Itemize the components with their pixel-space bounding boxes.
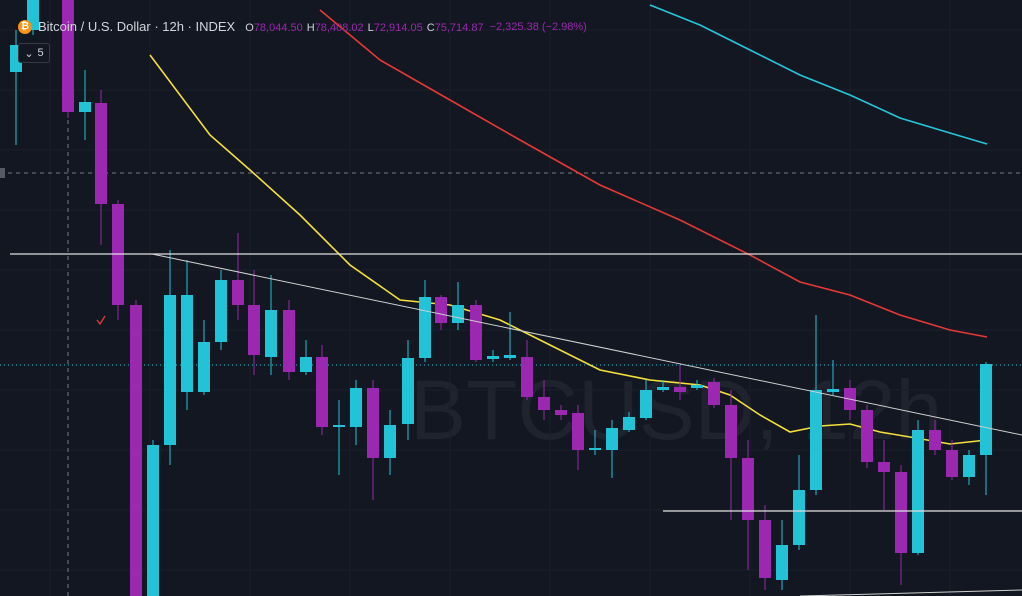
candle-body — [470, 305, 482, 360]
legend-header: ₿ Bitcoin / U.S. Dollar · 12h · INDEX O7… — [18, 19, 587, 34]
candle-body — [521, 357, 533, 397]
candle-body — [895, 472, 907, 553]
check-mark — [96, 315, 106, 326]
candle-body — [248, 305, 260, 355]
change: −2,325.38 (−2.98%) — [489, 20, 587, 33]
candle-body — [776, 545, 788, 580]
candle-body — [810, 390, 822, 490]
candle-body — [95, 103, 107, 204]
candle-body — [487, 356, 499, 359]
candle-body — [657, 387, 669, 390]
candle-body — [725, 405, 737, 458]
candle-body — [827, 389, 839, 392]
candle-body — [912, 430, 924, 553]
candle-body — [164, 295, 176, 445]
chevron: ⌄ — [24, 47, 34, 60]
indicators-toggle[interactable]: ⌄ 5 — [18, 43, 50, 63]
candle-body — [419, 297, 431, 358]
candle-body — [623, 417, 635, 430]
candle-body — [300, 357, 312, 372]
candle-body — [589, 448, 601, 450]
coin-icon: ₿ — [18, 19, 32, 34]
candle-body — [793, 490, 805, 545]
trend-line — [799, 589, 1022, 596]
scale-marker — [0, 168, 5, 178]
candle-body — [572, 413, 584, 450]
ohlc-value: 78,044.50 — [253, 22, 303, 34]
ohlc: O78,044.50 H78,408.02 L72,914.05 C75,714.87 — [241, 19, 483, 34]
candle-body — [878, 462, 890, 472]
candle-body — [232, 280, 244, 305]
trend-line — [151, 253, 1022, 436]
candle-body — [504, 355, 516, 358]
candle-body — [606, 428, 618, 450]
ohlc-key: H — [306, 22, 315, 34]
candle-body — [742, 458, 754, 520]
candle-body — [963, 455, 975, 477]
candle-body — [929, 430, 941, 450]
candle-body — [452, 305, 464, 323]
candle-body — [367, 388, 379, 458]
symbol-title: Bitcoin / U.S. Dollar · 12h · INDEX — [38, 19, 236, 34]
ohlc-value: 72,914.05 — [373, 22, 423, 34]
candle-body — [384, 425, 396, 458]
ma-mid — [319, 9, 988, 338]
candle-body — [215, 280, 227, 342]
candle-body — [198, 342, 210, 392]
candle-body — [759, 520, 771, 578]
candle-body — [435, 297, 447, 323]
candle-body — [79, 102, 91, 112]
candle-body — [265, 310, 277, 357]
ohlc-value: 78,408.02 — [314, 22, 364, 34]
candle-body — [861, 410, 873, 462]
candle-body — [333, 425, 345, 427]
candle-body — [691, 385, 703, 388]
candle-body — [316, 357, 328, 427]
ma-long — [649, 4, 988, 145]
candle-body — [674, 387, 686, 392]
candle-body — [350, 388, 362, 427]
candle-body — [555, 410, 567, 415]
ohlc-key: L — [367, 22, 374, 34]
candle-body — [538, 397, 550, 410]
indicator-count: 5 — [37, 47, 44, 59]
candle-body — [946, 450, 958, 477]
candle-body — [62, 0, 74, 112]
candle-body — [130, 305, 142, 596]
candle-body — [640, 390, 652, 418]
candle-body — [181, 295, 193, 392]
ma-short — [149, 54, 988, 445]
ohlc-value: 75,714.87 — [434, 22, 484, 34]
candle-body — [402, 358, 414, 424]
candle-body — [283, 310, 295, 372]
ohlc-key: C — [426, 22, 435, 34]
candle-body — [980, 364, 992, 455]
ohlc-key: O — [245, 22, 254, 34]
candle-body — [708, 382, 720, 405]
candle-body — [147, 445, 159, 596]
